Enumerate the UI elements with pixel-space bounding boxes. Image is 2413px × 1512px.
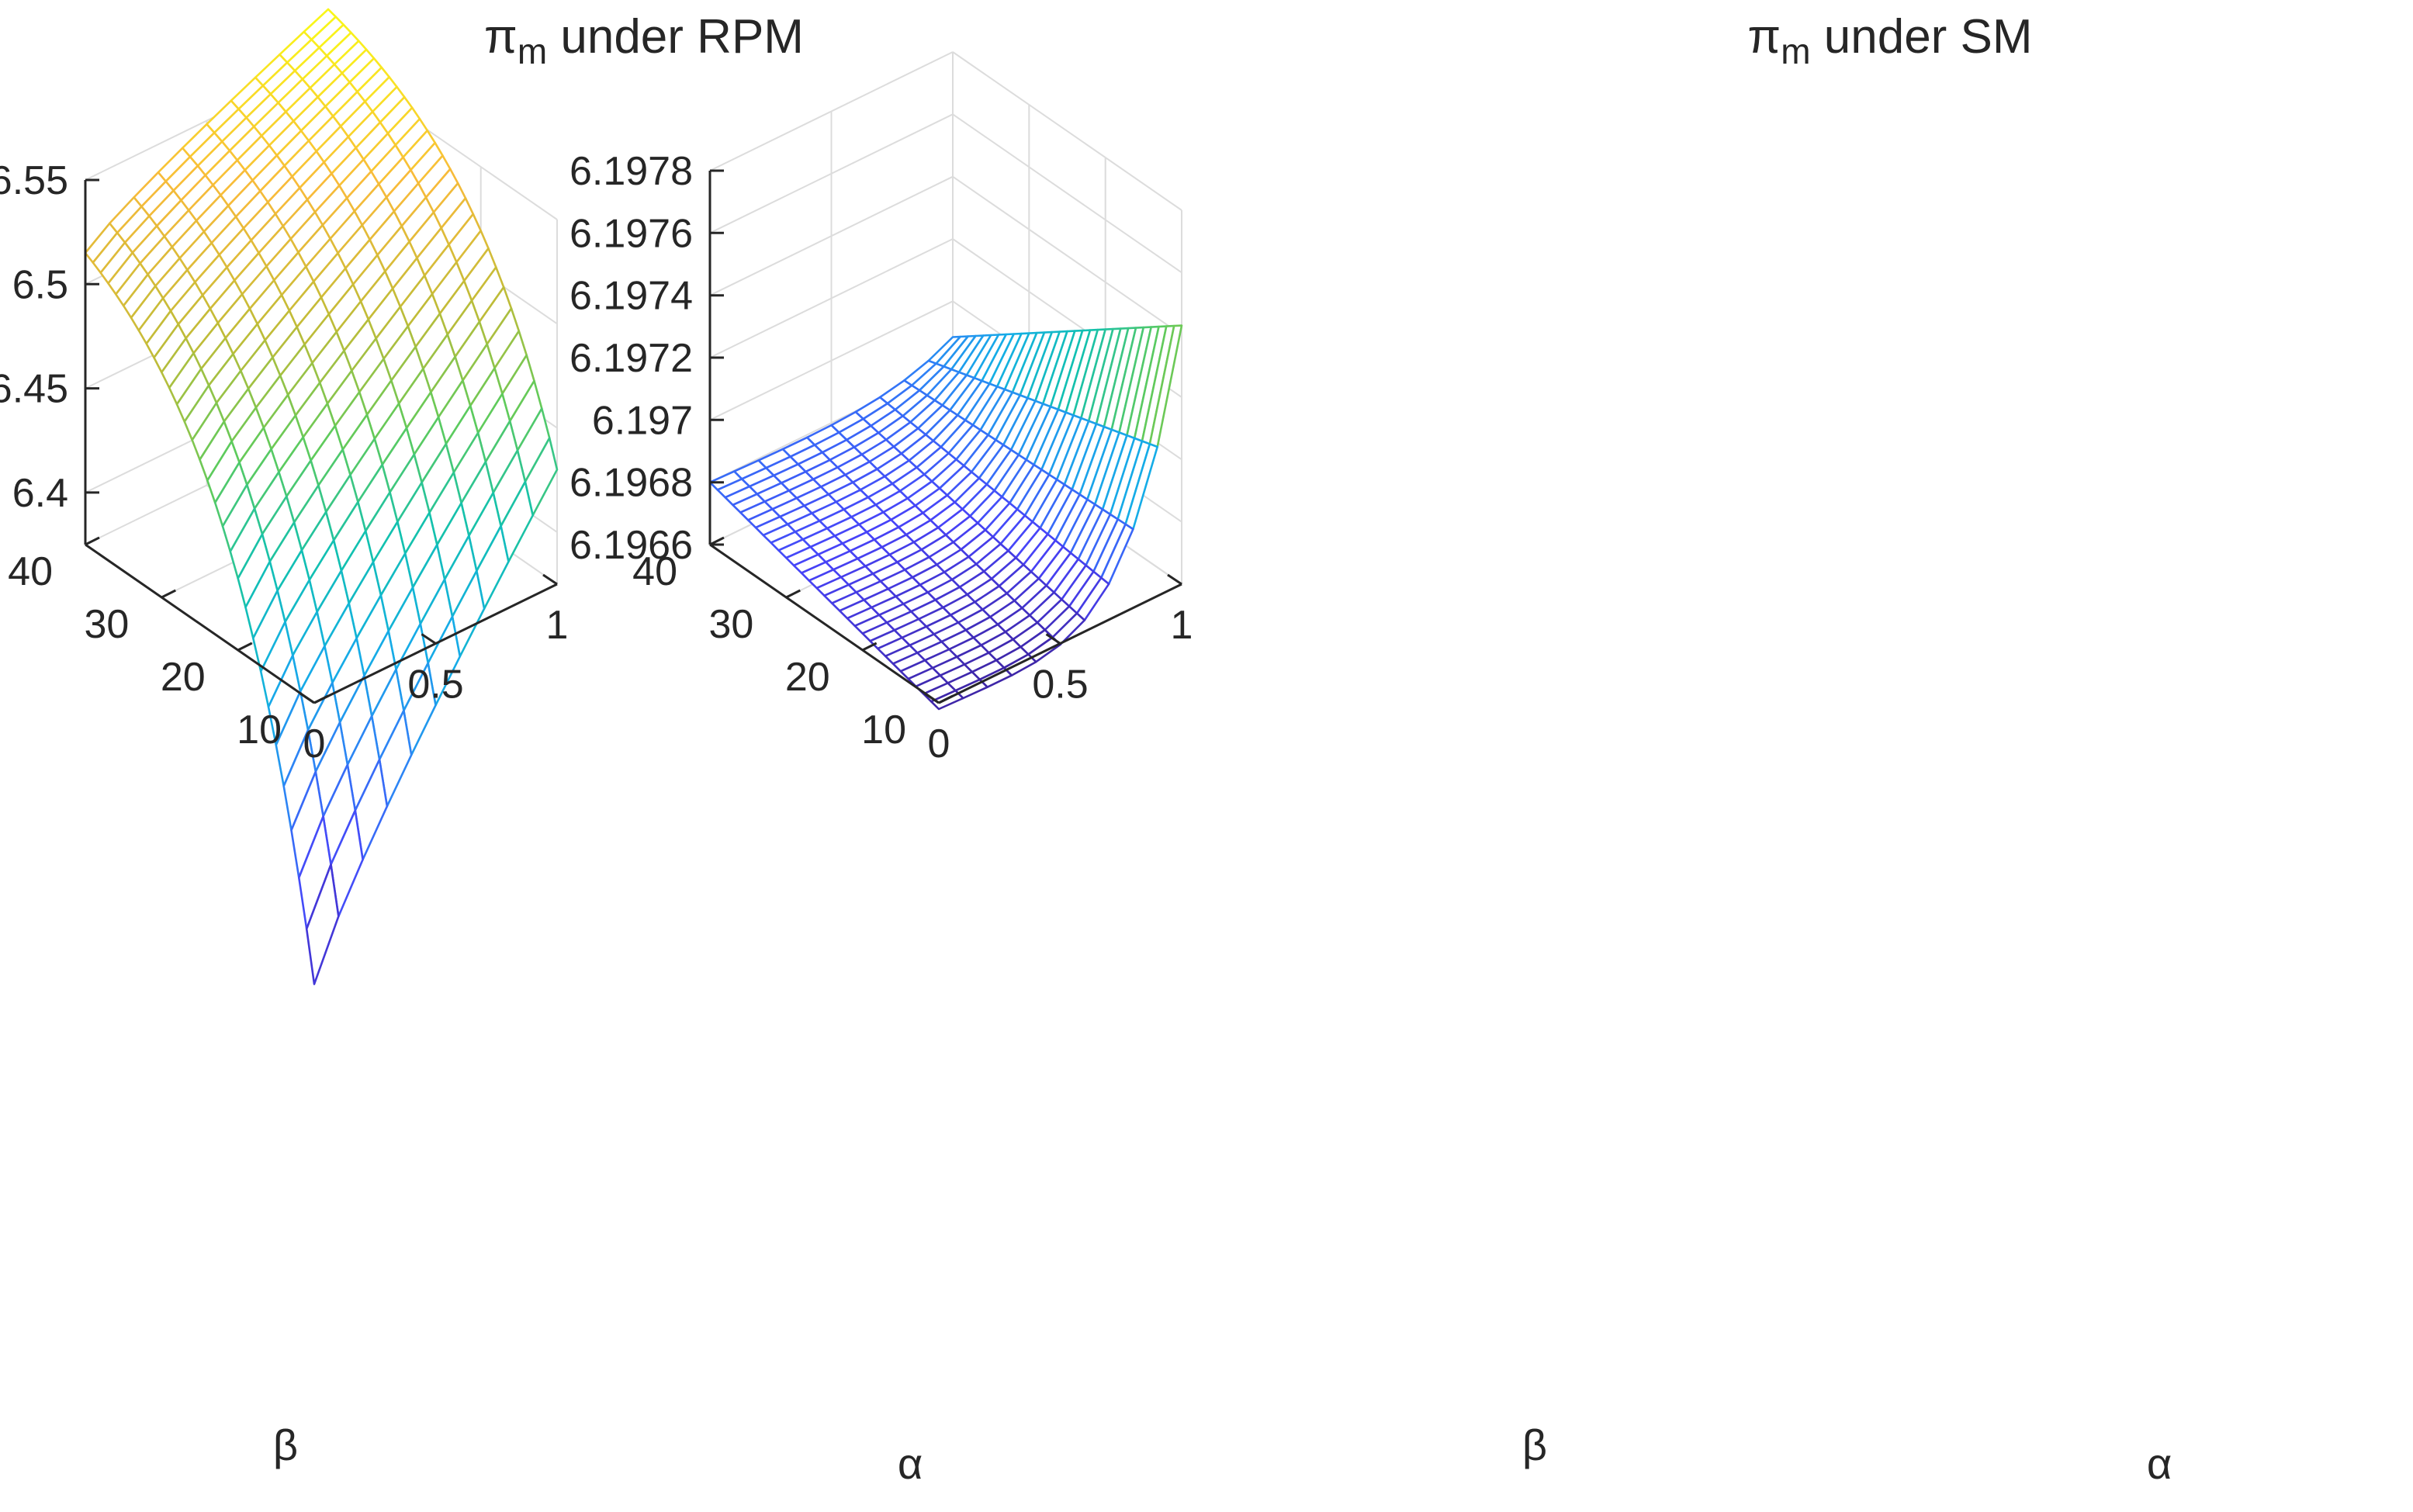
sm-plot-title: πm under SM: [1747, 10, 2032, 71]
rpm-axes: [84, 178, 558, 704]
sm-z-tick-label: 6.1966: [569, 523, 693, 568]
rpm-ylabel: β: [273, 1420, 298, 1469]
rpm-beta-tick-label: 10: [237, 708, 282, 753]
rpm-z-tick-label: 6.55: [0, 158, 68, 203]
rpm-mesh-cell: [305, 863, 340, 985]
sm-beta-tick-mark: [938, 694, 954, 704]
sm-z-tick-label: 6.1974: [569, 274, 693, 319]
sm-grid-z-side: [952, 113, 1182, 274]
sm-axes: [708, 169, 1182, 704]
rpm-z-tick-label: 6.45: [0, 367, 68, 412]
rpm-beta-tick-mark: [313, 694, 329, 704]
rpm-beta-tick-mark: [237, 642, 253, 652]
rpm-beta-tick-label: 20: [161, 655, 206, 700]
rpm-alpha-tick-label: 0.5: [407, 663, 463, 708]
sm-z-tick-label: 6.197: [592, 398, 693, 443]
sm-z-tick-label: 6.1972: [569, 336, 693, 381]
rpm-beta-tick-label: 30: [84, 602, 129, 647]
rpm-alpha-tick-mark: [421, 633, 437, 645]
sm-alpha-tick-mark: [1045, 633, 1061, 645]
rpm-alpha-tick-mark: [542, 573, 558, 586]
rpm-beta-axis-line: [85, 543, 315, 704]
sm-xlabel: α: [2147, 1439, 2172, 1488]
rpm-plot-title: πm under RPM: [484, 10, 804, 71]
sm-alpha-tick-label: 0: [928, 721, 950, 766]
sm-alpha-tick-label: 0.5: [1032, 663, 1088, 708]
rpm-xlabel: α: [898, 1439, 923, 1488]
rpm-alpha-tick-mark: [299, 692, 315, 704]
sm-z-tick-label: 6.1978: [569, 149, 693, 194]
sm-beta-tick-label: 10: [861, 708, 906, 753]
rpm-beta-tick-label: 40: [8, 549, 53, 594]
sm-z-tick-label: 6.1976: [569, 211, 693, 256]
sm-alpha-tick-mark: [924, 692, 940, 704]
sm-alpha-tick-mark: [1167, 573, 1182, 586]
sm-beta-tick-label: 40: [632, 549, 677, 594]
rpm-surface-plot: πm under RPM 0 0.5 1 10 20 30 40 6.4 6.45 6.5 6.55…: [0, 8, 923, 1488]
sm-beta-tick-label: 20: [785, 655, 830, 700]
rpm-z-tick-label: 6.4: [12, 471, 68, 516]
sm-alpha-tick-label: 1: [1171, 603, 1193, 648]
rpm-beta-tick-mark: [161, 589, 176, 599]
sm-grid-z-side: [952, 51, 1182, 211]
rpm-z-tick-label: 6.5: [12, 262, 68, 307]
sm-surface-plot: πm under SM 0 0.5 1 10 20 30 406.1966 6.1968 6.1…: [569, 10, 2172, 1488]
sm-beta-tick-mark: [785, 589, 801, 599]
sm-surface-mesh: [708, 324, 1183, 711]
rpm-surface-mesh: [84, 8, 559, 985]
sm-grid-z-side: [952, 175, 1182, 336]
rpm-alpha-tick-label: 1: [546, 603, 569, 648]
rpm-alpha-tick-label: 0: [303, 721, 326, 766]
sm-beta-axis-line: [709, 543, 940, 704]
rpm-tick-labels: 0 0.5 1 10 20 30 40 6.4 6.45 6.5 6.55: [0, 158, 568, 766]
sm-ylabel: β: [1522, 1420, 1547, 1469]
sm-z-tick-label: 6.1968: [569, 461, 693, 506]
sm-beta-tick-mark: [862, 642, 878, 652]
sm-beta-tick-label: 30: [708, 602, 753, 647]
rpm-beta-tick-mark: [85, 536, 100, 546]
sm-tick-labels: 0 0.5 1 10 20 30 406.1966 6.1968 6.197 6.1972 6.19…: [569, 149, 1193, 766]
